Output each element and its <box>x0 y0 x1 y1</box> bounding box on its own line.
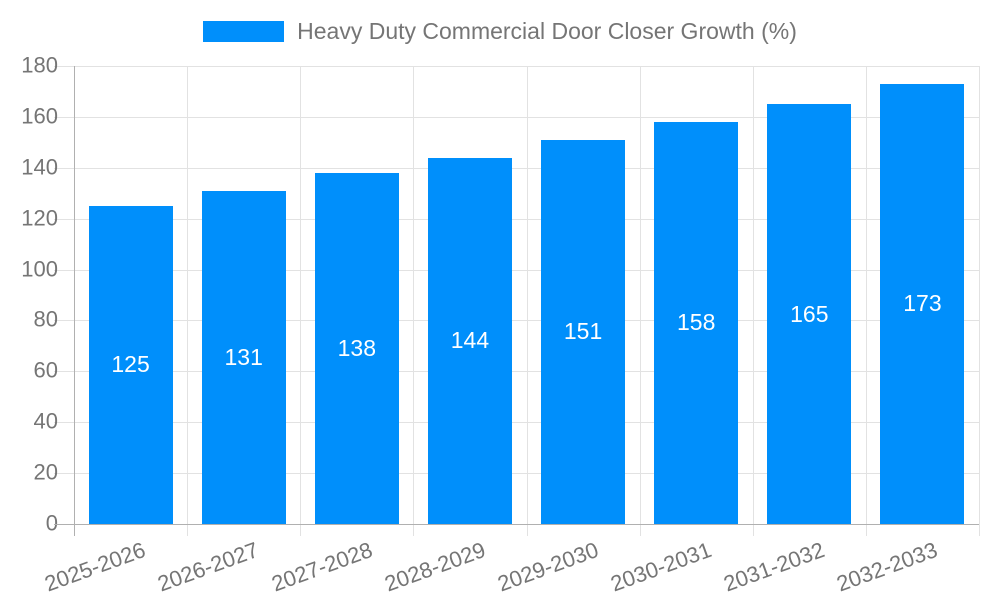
gridline-vertical <box>865 66 867 536</box>
gridline-vertical <box>526 66 528 536</box>
bar-value-label: 158 <box>677 309 716 336</box>
y-axis-tick-label: 100 <box>21 256 58 282</box>
legend-swatch <box>203 21 285 42</box>
plot-area: 125 131 138 144 151 158 165 173 <box>74 66 979 524</box>
bar[interactable]: 144 <box>427 157 512 524</box>
gridline-horizontal <box>54 320 979 322</box>
bar-value-label: 151 <box>563 318 603 345</box>
gridline-vertical <box>413 66 415 536</box>
gridline-horizontal <box>54 66 979 67</box>
y-axis-tick-label: 20 <box>33 459 58 485</box>
x-axis-tick-label: 2032-2033 <box>833 537 941 597</box>
legend[interactable]: Heavy Duty Commercial Door Closer Growth… <box>0 18 1000 45</box>
x-axis-tick-label: 2029-2030 <box>494 537 602 597</box>
bar[interactable]: 158 <box>654 121 739 524</box>
bar-value-label: 138 <box>337 334 376 361</box>
legend-label: Heavy Duty Commercial Door Closer Growth… <box>297 18 797 44</box>
y-axis-tick-label: 60 <box>33 357 58 383</box>
gridline-horizontal <box>54 269 979 271</box>
x-axis-tick-label: 2027-2028 <box>267 537 376 597</box>
x-axis-tick-label: 2030-2031 <box>607 537 715 597</box>
bar-value-label: 165 <box>790 300 829 327</box>
gridline-horizontal <box>54 371 979 373</box>
gridline-horizontal <box>54 116 979 118</box>
gridline-vertical <box>187 66 189 536</box>
bar-value-label: 125 <box>111 351 150 378</box>
bar[interactable]: 165 <box>767 104 852 524</box>
x-axis-line <box>54 524 979 525</box>
gridline-vertical <box>752 66 754 536</box>
y-axis-tick-label: 140 <box>21 154 58 180</box>
y-axis-tick-label: 120 <box>21 205 58 231</box>
bar[interactable]: 125 <box>88 205 173 524</box>
y-axis-tick-label: 80 <box>33 306 58 332</box>
bar-value-label: 173 <box>903 290 942 317</box>
gridline-vertical <box>300 66 302 536</box>
x-axis-tick-label: 2025-2026 <box>41 537 150 597</box>
bar[interactable]: 131 <box>201 190 286 524</box>
gridline-vertical <box>979 66 980 536</box>
x-axis-tick-label: 2031-2032 <box>720 537 828 597</box>
y-axis-line <box>74 66 75 536</box>
bar-value-label: 131 <box>224 343 263 370</box>
x-axis-tick-label: 2028-2029 <box>381 537 489 597</box>
bar-value-label: 144 <box>450 327 490 354</box>
y-axis-tick-label: 160 <box>21 103 58 129</box>
bar[interactable]: 151 <box>541 139 626 524</box>
gridline-horizontal <box>54 422 979 424</box>
y-axis-tick-label: 180 <box>21 52 58 78</box>
y-axis-tick-label: 0 <box>45 510 58 536</box>
y-axis-tick-label: 40 <box>33 408 58 434</box>
bar[interactable]: 173 <box>880 83 965 524</box>
gridline-horizontal <box>54 218 979 220</box>
gridline-vertical <box>639 66 641 536</box>
bar[interactable]: 138 <box>314 172 399 524</box>
gridline-horizontal <box>54 473 979 475</box>
gridline-horizontal <box>54 167 979 169</box>
x-axis-tick-label: 2026-2027 <box>154 537 263 597</box>
